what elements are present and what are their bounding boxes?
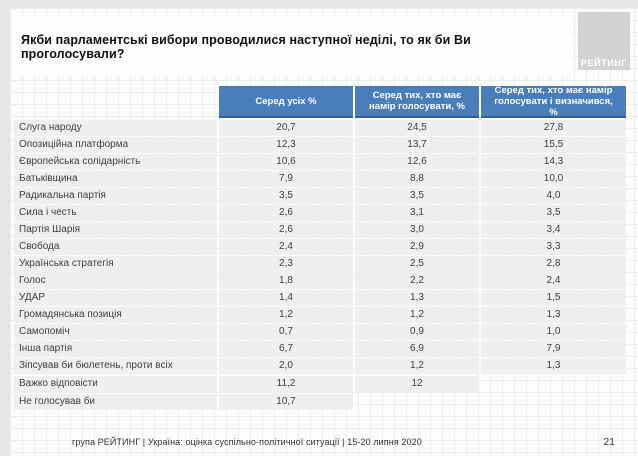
table-row: Свобода 2,4 2,9 3,3 bbox=[14, 239, 626, 255]
row-value: 2,6 bbox=[219, 222, 353, 238]
table-row: Європейська солідарність 10,6 12,6 14,3 bbox=[14, 154, 626, 170]
row-label: Радикальна партія bbox=[14, 188, 217, 204]
table-row: Радикальна партія 3,5 3,5 4,0 bbox=[14, 188, 626, 204]
row-value: 10,0 bbox=[481, 171, 626, 187]
page-number: 21 bbox=[603, 436, 615, 448]
table-row: Сила і честь 2,6 3,1 3,5 bbox=[14, 205, 626, 221]
row-value: 1,8 bbox=[219, 273, 353, 289]
row-label: Слуга народу bbox=[14, 120, 217, 136]
row-value: 0,9 bbox=[355, 324, 479, 340]
table-row: Голос 1,8 2,2 2,4 bbox=[14, 273, 626, 289]
row-value: 11,2 bbox=[219, 376, 353, 392]
row-value: 2,8 bbox=[481, 256, 626, 272]
slide: Якби парламентські вибори проводилися на… bbox=[10, 8, 638, 456]
table-row: Самопоміч 0,7 0,9 1,0 bbox=[14, 324, 626, 340]
row-value: 4,0 bbox=[481, 188, 626, 204]
row-value: 7,9 bbox=[481, 341, 626, 357]
row-label: Інша партія bbox=[14, 341, 217, 357]
rating-logo: РЕЙТИНГ bbox=[578, 12, 630, 70]
row-label: Голос bbox=[14, 273, 217, 289]
column-header-decided: Серед тих, хто має намір голосувати і ви… bbox=[481, 85, 626, 118]
page-title: Якби парламентські вибори проводилися на… bbox=[21, 33, 471, 61]
table-row: Українська стратегія 2,3 2,5 2,8 bbox=[14, 256, 626, 272]
row-value: 24,5 bbox=[355, 120, 479, 136]
row-value: 2,9 bbox=[355, 239, 479, 255]
row-value: 2,0 bbox=[219, 358, 353, 374]
row-value: 1,2 bbox=[355, 358, 479, 374]
row-value: 1,4 bbox=[219, 290, 353, 306]
table-row: Опозиційна платформа 12,3 13,7 15,5 bbox=[14, 137, 626, 153]
row-value: 3,4 bbox=[481, 222, 626, 238]
table-rows: Слуга народу 20,7 24,5 27,8 Опозиційна платф… bbox=[14, 120, 626, 410]
row-value: 2,4 bbox=[219, 239, 353, 255]
row-label: Не голосував би bbox=[14, 394, 217, 410]
row-value: 2,6 bbox=[219, 205, 353, 221]
row-value: 1,0 bbox=[481, 324, 626, 340]
row-value: 2,5 bbox=[355, 256, 479, 272]
table-row: Зіпсував би бюлетень, проти всіх 2,0 1,2 1,… bbox=[14, 358, 626, 374]
row-value: 0,7 bbox=[219, 324, 353, 340]
row-value bbox=[481, 376, 626, 392]
row-value: 2,3 bbox=[219, 256, 353, 272]
column-header-all: Серед усіх % bbox=[219, 86, 353, 118]
row-value: 6,7 bbox=[219, 341, 353, 357]
row-value: 6,9 bbox=[355, 341, 479, 357]
table-row: Важко відповісти 11,2 12 bbox=[14, 376, 626, 392]
table-row: УДАР 1,4 1,3 1,5 bbox=[14, 290, 626, 306]
row-value: 3,0 bbox=[355, 222, 479, 238]
row-value bbox=[481, 394, 626, 410]
row-value: 3,5 bbox=[355, 188, 479, 204]
row-label: Європейська солідарність bbox=[14, 154, 217, 170]
column-header-empty bbox=[14, 86, 217, 118]
row-value bbox=[355, 394, 479, 410]
row-value: 2,2 bbox=[355, 273, 479, 289]
table-row: Слуга народу 20,7 24,5 27,8 bbox=[14, 120, 626, 136]
row-value: 8,8 bbox=[355, 171, 479, 187]
results-table: Серед усіх % Серед тих, хто має намір го… bbox=[14, 85, 626, 411]
row-value: 1,3 bbox=[355, 290, 479, 306]
row-value: 13,7 bbox=[355, 137, 479, 153]
footer-caption: група РЕЙТИНГ | Україна: оцінка суспільн… bbox=[72, 437, 422, 447]
title-bar: Якби парламентські вибори проводилися на… bbox=[13, 18, 572, 76]
table-row: Громадянська позиція 1,2 1,2 1,3 bbox=[14, 307, 626, 323]
row-value: 7,9 bbox=[219, 171, 353, 187]
table-header: Серед усіх % Серед тих, хто має намір го… bbox=[14, 85, 626, 118]
row-value: 1,3 bbox=[481, 307, 626, 323]
row-value: 12,3 bbox=[219, 137, 353, 153]
rating-logo-label: РЕЙТИНГ bbox=[580, 58, 628, 68]
row-label: Громадянська позиція bbox=[14, 307, 217, 323]
column-header-intend: Серед тих, хто має намір голосувати, % bbox=[355, 86, 479, 118]
row-label: Батьківщина bbox=[14, 171, 217, 187]
row-value: 15,5 bbox=[481, 137, 626, 153]
table-row: Не голосував би 10,7 bbox=[14, 394, 626, 410]
row-value: 12,6 bbox=[355, 154, 479, 170]
row-label: Зіпсував би бюлетень, проти всіх bbox=[14, 358, 217, 374]
table-row: Інша партія 6,7 6,9 7,9 bbox=[14, 341, 626, 357]
row-value: 10,6 bbox=[219, 154, 353, 170]
row-value: 1,2 bbox=[355, 307, 479, 323]
row-label: Партія Шарія bbox=[14, 222, 217, 238]
row-value: 3,1 bbox=[355, 205, 479, 221]
row-value: 1,5 bbox=[481, 290, 626, 306]
row-label: Опозиційна платформа bbox=[14, 137, 217, 153]
row-value: 10,7 bbox=[219, 394, 353, 410]
row-value: 2,4 bbox=[481, 273, 626, 289]
table-row: Партія Шарія 2,6 3,0 3,4 bbox=[14, 222, 626, 238]
row-value: 3,5 bbox=[219, 188, 353, 204]
row-value: 27,8 bbox=[481, 120, 626, 136]
row-label: Українська стратегія bbox=[14, 256, 217, 272]
row-value: 1,3 bbox=[481, 358, 626, 374]
row-label: Свобода bbox=[14, 239, 217, 255]
row-value: 3,3 bbox=[481, 239, 626, 255]
row-value: 14,3 bbox=[481, 154, 626, 170]
table-row: Батьківщина 7,9 8,8 10,0 bbox=[14, 171, 626, 187]
row-value: 1,2 bbox=[219, 307, 353, 323]
row-label: Важко відповісти bbox=[14, 376, 217, 392]
row-value: 3,5 bbox=[481, 205, 626, 221]
row-label: УДАР bbox=[14, 290, 217, 306]
row-label: Самопоміч bbox=[14, 324, 217, 340]
row-label: Сила і честь bbox=[14, 205, 217, 221]
row-value: 20,7 bbox=[219, 120, 353, 136]
row-value: 12 bbox=[355, 376, 479, 392]
